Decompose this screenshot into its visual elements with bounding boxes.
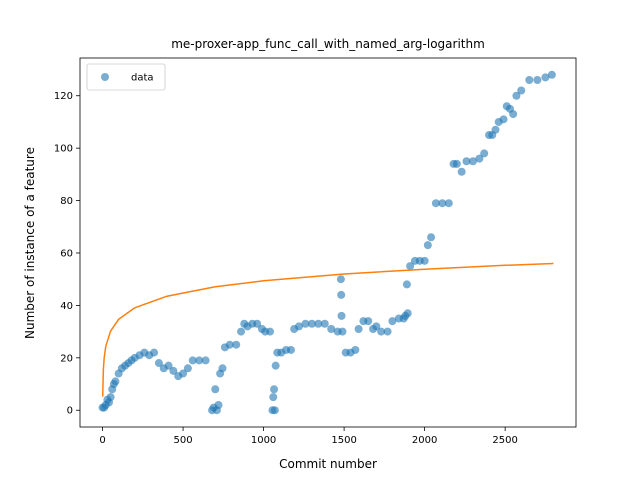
x-tick-label: 1000 — [251, 435, 276, 446]
data-point — [402, 280, 411, 289]
data-point — [270, 385, 279, 394]
data-point — [509, 110, 518, 119]
data-point — [517, 86, 526, 95]
data-point — [336, 275, 345, 284]
data-point — [301, 319, 310, 328]
data-point — [420, 256, 429, 265]
data-point — [480, 149, 489, 158]
data-point — [457, 167, 466, 176]
data-point — [150, 348, 159, 357]
data-point — [314, 319, 323, 328]
data-point — [201, 356, 210, 365]
data-point — [351, 345, 360, 354]
data-point — [270, 406, 279, 415]
data-point — [533, 76, 542, 85]
data-point — [188, 356, 197, 365]
fit-line — [101, 262, 554, 397]
data-point — [214, 400, 223, 409]
data-point — [338, 327, 347, 336]
y-tick-label: 120 — [54, 91, 73, 102]
y-tick-label: 100 — [54, 144, 73, 155]
data-point — [499, 115, 508, 124]
legend: data — [86, 63, 166, 91]
data-point — [354, 324, 363, 333]
data-point — [106, 393, 115, 402]
data-point — [444, 199, 453, 208]
data-point — [271, 361, 280, 370]
data-point — [525, 76, 534, 85]
data-point — [423, 241, 432, 250]
data-point — [237, 327, 246, 336]
data-point — [218, 364, 227, 373]
data-point — [253, 319, 262, 328]
data-point — [195, 356, 204, 365]
data-point — [286, 345, 295, 354]
data-point — [295, 322, 304, 331]
data-point — [512, 91, 521, 100]
data-point — [438, 199, 447, 208]
data-point — [462, 157, 471, 166]
data-point — [388, 317, 397, 326]
data-point — [406, 262, 415, 271]
x-tick-label: 500 — [174, 435, 193, 446]
data-point — [337, 290, 346, 299]
y-tick-label: 0 — [67, 406, 73, 417]
data-point — [169, 366, 178, 375]
data-point — [452, 159, 461, 168]
x-tick-label: 1500 — [331, 435, 356, 446]
legend-box — [86, 63, 166, 91]
data-point — [225, 340, 234, 349]
x-axis-label: Commit number — [279, 457, 377, 471]
data-point — [232, 340, 241, 349]
data-point — [468, 157, 477, 166]
data-point — [431, 199, 440, 208]
data-point — [547, 70, 556, 79]
y-axis-label: Number of instance of a feature — [23, 147, 37, 339]
data-point — [179, 369, 188, 378]
legend-label: data — [131, 73, 154, 84]
data-point — [154, 359, 163, 368]
data-point — [266, 327, 275, 336]
data-point — [427, 233, 436, 242]
scatter-points — [98, 70, 556, 415]
y-tick-label: 60 — [60, 248, 73, 259]
legend-marker — [101, 73, 109, 81]
plot-area — [98, 70, 556, 415]
data-point — [337, 311, 346, 320]
x-tick-label: 2000 — [412, 435, 437, 446]
data-point — [269, 393, 278, 402]
data-point — [364, 317, 373, 326]
data-point — [164, 361, 173, 370]
x-tick-label: 2500 — [492, 435, 517, 446]
x-tick-label: 0 — [99, 435, 105, 446]
data-point — [541, 73, 550, 82]
axes-frame — [79, 57, 577, 428]
y-tick-label: 80 — [60, 196, 73, 207]
data-point — [372, 322, 381, 331]
y-tick-label: 20 — [60, 353, 73, 364]
data-point — [383, 327, 392, 336]
data-point — [183, 364, 192, 373]
data-point — [475, 154, 484, 163]
data-point — [491, 125, 500, 134]
data-point — [377, 327, 386, 336]
data-point — [211, 385, 220, 394]
y-tick-label: 40 — [60, 301, 73, 312]
data-point — [307, 319, 316, 328]
data-point — [327, 324, 336, 333]
data-point — [111, 377, 120, 386]
data-point — [403, 309, 412, 318]
data-point — [320, 319, 329, 328]
chart-title: me-proxer-app_func_call_with_named_arg-l… — [171, 37, 485, 51]
